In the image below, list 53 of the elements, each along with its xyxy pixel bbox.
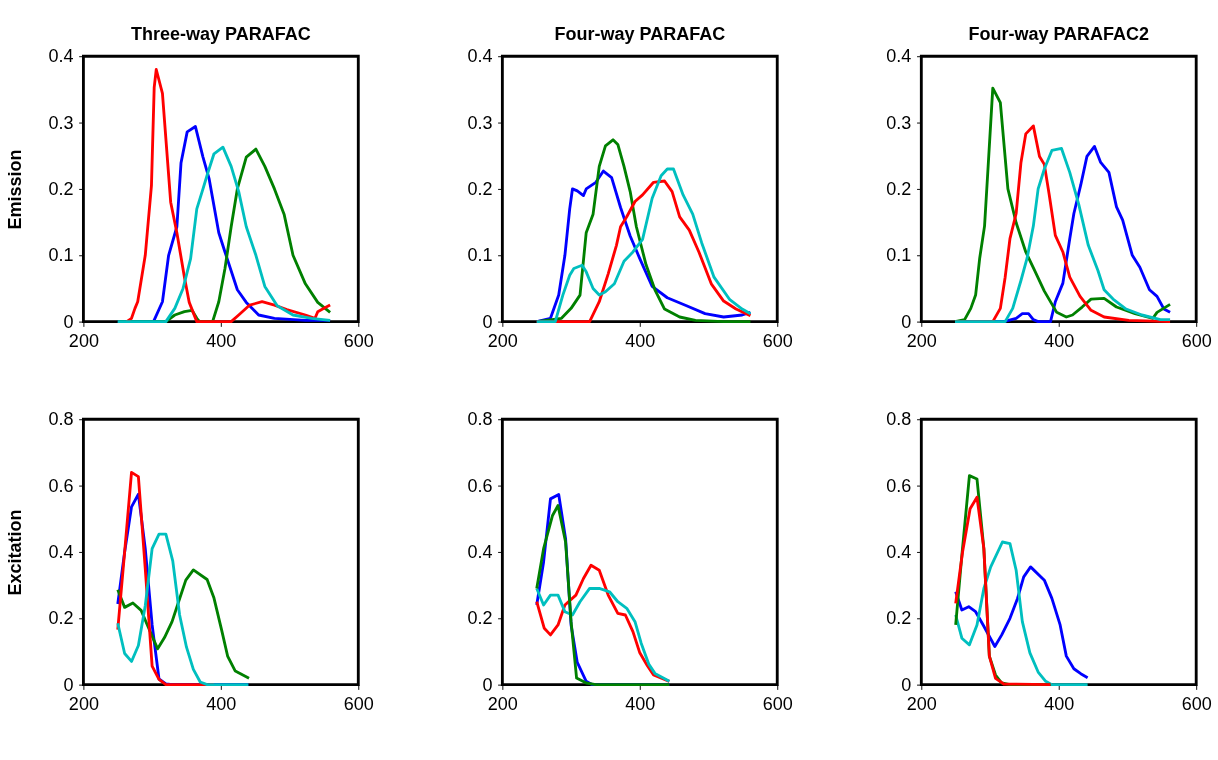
x-tick-label: 200 [68,693,99,714]
y-tick-label: 0.2 [467,608,493,629]
y-tick-label: 0.4 [48,46,74,67]
x-tick-label: 600 [343,330,374,351]
x-tick-label: 600 [1181,693,1212,714]
y-tick-label: 0.1 [467,245,493,266]
y-tick-label: 0.2 [467,179,493,200]
y-axis-title: Emission [4,149,25,230]
y-tick-label: 0.3 [467,112,493,133]
x-tick-label: 400 [625,693,656,714]
y-tick-label: 0.6 [886,475,912,496]
y-axis-title: Excitation [4,509,25,596]
y-tick-label: 0 [63,311,74,332]
x-tick-label: 600 [1181,330,1212,351]
y-tick-label: 0.4 [467,46,493,67]
y-tick-label: 0.4 [48,542,74,563]
x-tick-label: 400 [1044,330,1075,351]
x-tick-label: 600 [762,330,793,351]
y-tick-label: 0.8 [886,409,912,430]
y-tick-label: 0 [63,674,74,695]
y-tick-label: 0.4 [886,46,912,67]
x-tick-label: 400 [1044,693,1075,714]
y-tick-label: 0.2 [886,179,912,200]
y-tick-label: 0.8 [48,409,74,430]
x-tick-label: 200 [906,330,937,351]
y-tick-label: 0.8 [467,409,493,430]
y-tick-label: 0.6 [467,475,493,496]
y-tick-label: 0 [901,674,912,695]
y-tick-label: 0.2 [48,179,74,200]
y-tick-label: 0.4 [467,542,493,563]
y-tick-label: 0 [482,311,493,332]
x-tick-label: 200 [906,693,937,714]
y-tick-label: 0.3 [48,112,74,133]
x-tick-label: 400 [206,330,237,351]
y-tick-label: 0.2 [886,608,912,629]
y-tick-label: 0.1 [48,245,74,266]
x-tick-label: 400 [206,693,237,714]
y-tick-label: 0 [901,311,912,332]
y-tick-label: 0.2 [48,608,74,629]
x-tick-label: 400 [625,330,656,351]
y-tick-label: 0.1 [886,245,912,266]
chart-title: Three-way PARAFAC [131,24,311,45]
x-tick-label: 200 [487,693,518,714]
y-tick-label: 0 [482,674,493,695]
x-tick-label: 200 [487,330,518,351]
y-tick-label: 0.6 [48,475,74,496]
x-tick-label: 600 [343,693,374,714]
chart-title: Four-way PARAFAC2 [968,24,1150,45]
x-tick-label: 200 [68,330,99,351]
y-tick-label: 0.4 [886,542,912,563]
chart-title: Four-way PARAFAC [554,24,726,45]
y-tick-label: 0.3 [886,112,912,133]
x-tick-label: 600 [762,693,793,714]
